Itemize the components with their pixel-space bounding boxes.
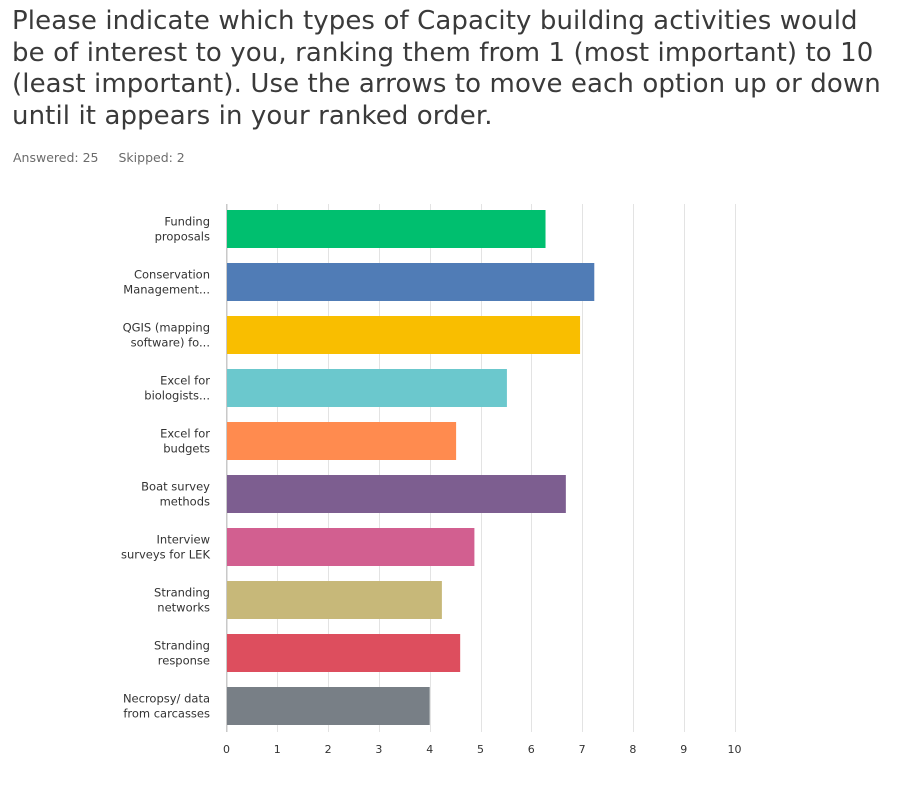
bar xyxy=(226,369,507,407)
category-label: Excel for xyxy=(160,427,210,441)
category-label: Stranding xyxy=(154,639,210,653)
x-tick-label: 5 xyxy=(477,743,484,756)
x-tick-label: 2 xyxy=(325,743,332,756)
bar xyxy=(226,634,461,672)
bar xyxy=(226,528,475,566)
bar xyxy=(226,475,566,513)
bar xyxy=(226,316,581,354)
category-label: Conservation xyxy=(134,268,210,282)
category-label: QGIS (mapping xyxy=(123,321,210,335)
category-label: response xyxy=(158,654,210,668)
x-tick-label: 8 xyxy=(629,743,636,756)
category-label: Boat survey xyxy=(141,480,210,494)
category-label: Funding xyxy=(164,215,210,229)
category-label: from carcasses xyxy=(123,707,210,721)
skipped-count: Skipped: 2 xyxy=(118,150,185,165)
question-title: Please indicate which types of Capacity … xyxy=(12,6,881,131)
category-label: software) fo... xyxy=(131,336,210,350)
category-label: Excel for xyxy=(160,374,210,388)
category-label: Stranding xyxy=(154,586,210,600)
category-label: methods xyxy=(160,495,210,509)
response-stats: Answered: 25 Skipped: 2 xyxy=(13,150,185,165)
category-label: Necropsy/ data xyxy=(123,692,210,706)
x-tick-label: 0 xyxy=(223,743,230,756)
category-label: Management... xyxy=(123,283,210,297)
category-label: biologists... xyxy=(144,389,210,403)
x-tick-label: 7 xyxy=(579,743,586,756)
category-label: surveys for LEK xyxy=(121,548,210,562)
category-label: networks xyxy=(157,601,210,615)
category-label: proposals xyxy=(155,230,210,244)
bar xyxy=(226,263,595,301)
answered-count: Answered: 25 xyxy=(13,150,99,165)
bar xyxy=(226,422,457,460)
x-tick-label: 10 xyxy=(728,743,742,756)
x-tick-label: 1 xyxy=(274,743,281,756)
x-tick-label: 6 xyxy=(528,743,535,756)
category-label: Interview xyxy=(157,533,210,547)
bar xyxy=(226,210,546,248)
category-label: budgets xyxy=(163,442,210,456)
bar xyxy=(226,687,430,725)
bar xyxy=(226,581,442,619)
x-tick-label: 4 xyxy=(426,743,433,756)
x-tick-label: 9 xyxy=(680,743,687,756)
x-tick-label: 3 xyxy=(375,743,382,756)
